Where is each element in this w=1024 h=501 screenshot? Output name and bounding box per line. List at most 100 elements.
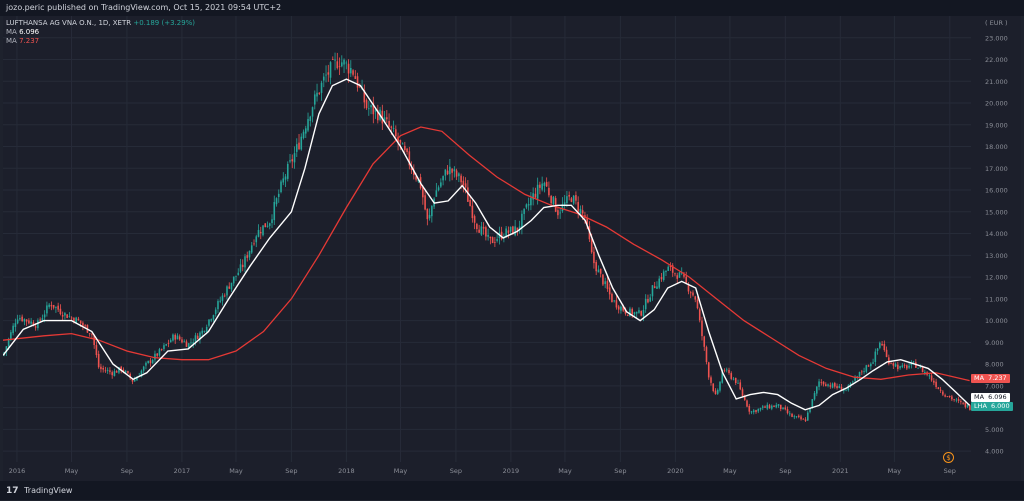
candle-body <box>266 225 269 227</box>
candle-body <box>867 365 870 367</box>
candle-body <box>21 316 23 321</box>
candle-body <box>593 251 595 264</box>
candle-body <box>899 366 901 369</box>
price-tick-label: 23.000 <box>985 34 1008 42</box>
candle-body <box>768 405 771 409</box>
candle-body <box>437 187 440 191</box>
candle-body <box>960 401 962 403</box>
candle-body <box>313 94 316 105</box>
legend-ma-slow-value: 7.237 <box>19 37 40 45</box>
candle-body <box>163 345 165 349</box>
candle-body <box>897 364 899 370</box>
candle-body <box>521 213 523 229</box>
legend-ma-slow-row: MA 7.237 <box>6 37 195 46</box>
candle-body <box>140 370 143 377</box>
candle-body <box>613 300 615 302</box>
candle-body <box>390 126 393 128</box>
candle-body <box>325 74 327 76</box>
price-tick-label: 9.000 <box>985 339 1004 347</box>
candle-body <box>136 377 138 381</box>
candle-body <box>404 145 406 151</box>
candle-body <box>665 270 667 273</box>
candle-body <box>494 241 496 243</box>
candle-body <box>856 376 859 378</box>
candle-body <box>827 384 829 386</box>
time-tick-label: Sep <box>285 467 297 475</box>
candle-body <box>703 336 706 347</box>
candle-body <box>392 127 395 129</box>
candle-body <box>642 310 645 317</box>
candle-body <box>624 309 627 314</box>
candle-body <box>728 369 730 373</box>
dividend-event-icon[interactable]: $ <box>943 452 954 463</box>
candle-body <box>363 90 366 103</box>
candle-body <box>649 297 652 302</box>
candle-body <box>327 72 330 75</box>
candle-body <box>37 320 39 329</box>
candle-body <box>237 272 240 276</box>
candle-body <box>77 318 80 321</box>
candle-body <box>129 373 131 379</box>
candle-body <box>424 195 426 210</box>
candle-body <box>890 362 892 364</box>
candle-body <box>246 255 249 258</box>
candle-body <box>962 402 964 404</box>
candle-body <box>935 381 937 388</box>
candle-body <box>97 353 100 368</box>
price-tick-label: 11.000 <box>985 295 1008 303</box>
candle-body <box>514 226 516 236</box>
publish-info-bar: jozo.peric published on TradingView.com,… <box>0 0 1024 16</box>
candle-body <box>435 190 438 197</box>
candle-body <box>597 269 600 273</box>
candle-body <box>489 236 492 239</box>
candle-body <box>512 226 514 235</box>
candle-body <box>658 278 661 288</box>
chart-area[interactable]: 4.000 5.000 6.000 7.000 8.000 9.000 10.000 11.0… <box>3 16 1021 481</box>
candle-body <box>806 412 809 421</box>
candle-body <box>428 214 431 219</box>
candle-body <box>599 268 602 274</box>
candle-body <box>505 228 507 238</box>
candle-body <box>91 334 93 336</box>
legend-ma-fast-value: 6.096 <box>19 28 40 36</box>
candle-body <box>57 305 59 310</box>
candle-body <box>811 399 814 408</box>
time-tick-label: 2018 <box>338 467 355 475</box>
candle-body <box>271 219 273 224</box>
candle-body <box>127 371 129 374</box>
candle-body <box>861 371 863 373</box>
candle-body <box>478 229 480 233</box>
candle-body <box>676 275 679 279</box>
time-tick-label: Sep <box>121 467 133 475</box>
candle-body <box>865 365 868 372</box>
candle-body <box>322 76 325 81</box>
candle-body <box>70 317 73 319</box>
candle-body <box>350 68 352 74</box>
price-chart-svg[interactable]: 4.000 5.000 6.000 7.000 8.000 9.000 10.000 11.0… <box>3 16 1021 481</box>
candle-body <box>881 343 883 346</box>
candle-body <box>831 383 834 388</box>
candle-body <box>969 405 971 410</box>
candle-body <box>746 400 748 407</box>
candle-body <box>500 231 503 239</box>
candle-body <box>660 277 663 280</box>
ma-slow-tag-label: MA <box>974 374 985 382</box>
time-tick-label: May <box>558 467 572 475</box>
candle-body <box>190 342 192 344</box>
candle-body <box>606 281 609 289</box>
candle-body <box>545 181 548 187</box>
legend-symbol: LUFTHANSA AG VNA O.N., 1D, XETR <box>6 19 132 27</box>
price-tick-label: 4.000 <box>985 448 1004 456</box>
candle-body <box>539 184 541 188</box>
price-tick-label: 19.000 <box>985 121 1008 129</box>
candle-body <box>55 306 57 308</box>
price-tick-label: 14.000 <box>985 230 1008 238</box>
dividend-event-symbol: $ <box>946 454 951 462</box>
candle-body <box>953 399 955 401</box>
legend-change: +0.189 (+3.29%) <box>133 19 196 27</box>
candle-body <box>5 346 8 353</box>
candle-body <box>892 363 895 366</box>
candle-body <box>775 405 778 408</box>
candle-body <box>782 407 784 410</box>
candle-body <box>924 371 926 374</box>
